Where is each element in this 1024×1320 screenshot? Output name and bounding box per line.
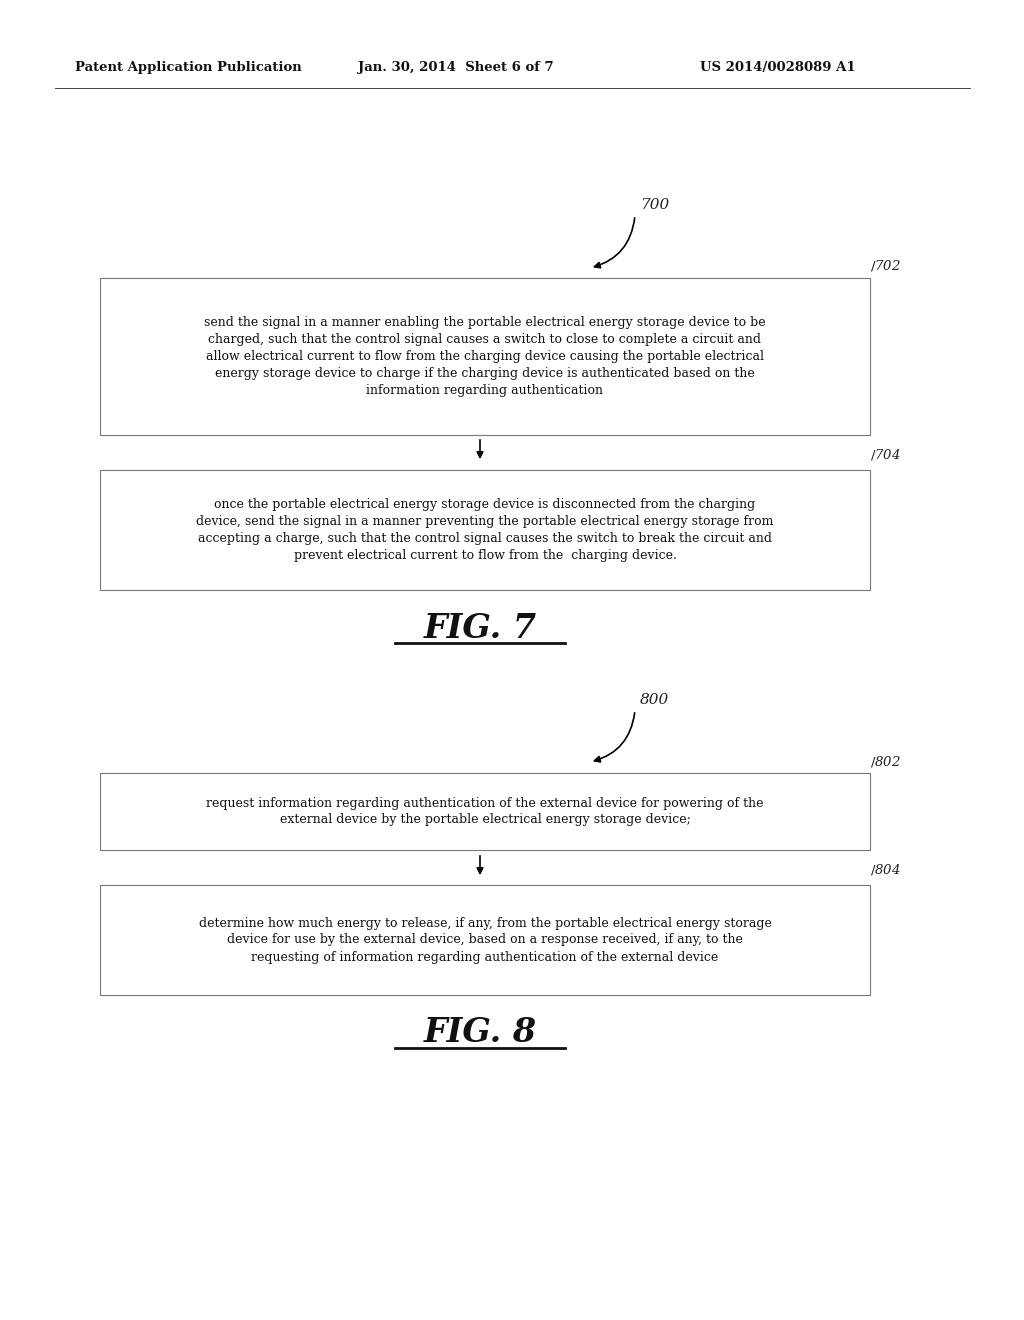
Text: $\mathsf{/}$702: $\mathsf{/}$702 <box>870 257 901 273</box>
Text: Jan. 30, 2014  Sheet 6 of 7: Jan. 30, 2014 Sheet 6 of 7 <box>358 62 554 74</box>
Bar <box>100 774 870 850</box>
Text: FIG. 8: FIG. 8 <box>424 1016 537 1049</box>
Bar <box>100 884 870 995</box>
Text: send the signal in a manner enabling the portable electrical energy storage devi: send the signal in a manner enabling the… <box>204 315 766 397</box>
Text: $\mathsf{/}$804: $\mathsf{/}$804 <box>870 862 901 876</box>
Text: once the portable electrical energy storage device is disconnected from the char: once the portable electrical energy stor… <box>197 498 774 562</box>
Text: 800: 800 <box>640 693 670 708</box>
Text: $\mathsf{/}$802: $\mathsf{/}$802 <box>870 754 901 770</box>
Text: US 2014/0028089 A1: US 2014/0028089 A1 <box>700 62 856 74</box>
Text: request information regarding authentication of the external device for powering: request information regarding authentica… <box>206 796 764 826</box>
Text: 700: 700 <box>640 198 670 213</box>
Text: determine how much energy to release, if any, from the portable electrical energ: determine how much energy to release, if… <box>199 916 771 964</box>
Text: Patent Application Publication: Patent Application Publication <box>75 62 302 74</box>
Bar <box>100 470 870 590</box>
Text: $\mathsf{/}$704: $\mathsf{/}$704 <box>870 447 901 462</box>
Bar <box>100 279 870 436</box>
Text: FIG. 7: FIG. 7 <box>424 611 537 644</box>
